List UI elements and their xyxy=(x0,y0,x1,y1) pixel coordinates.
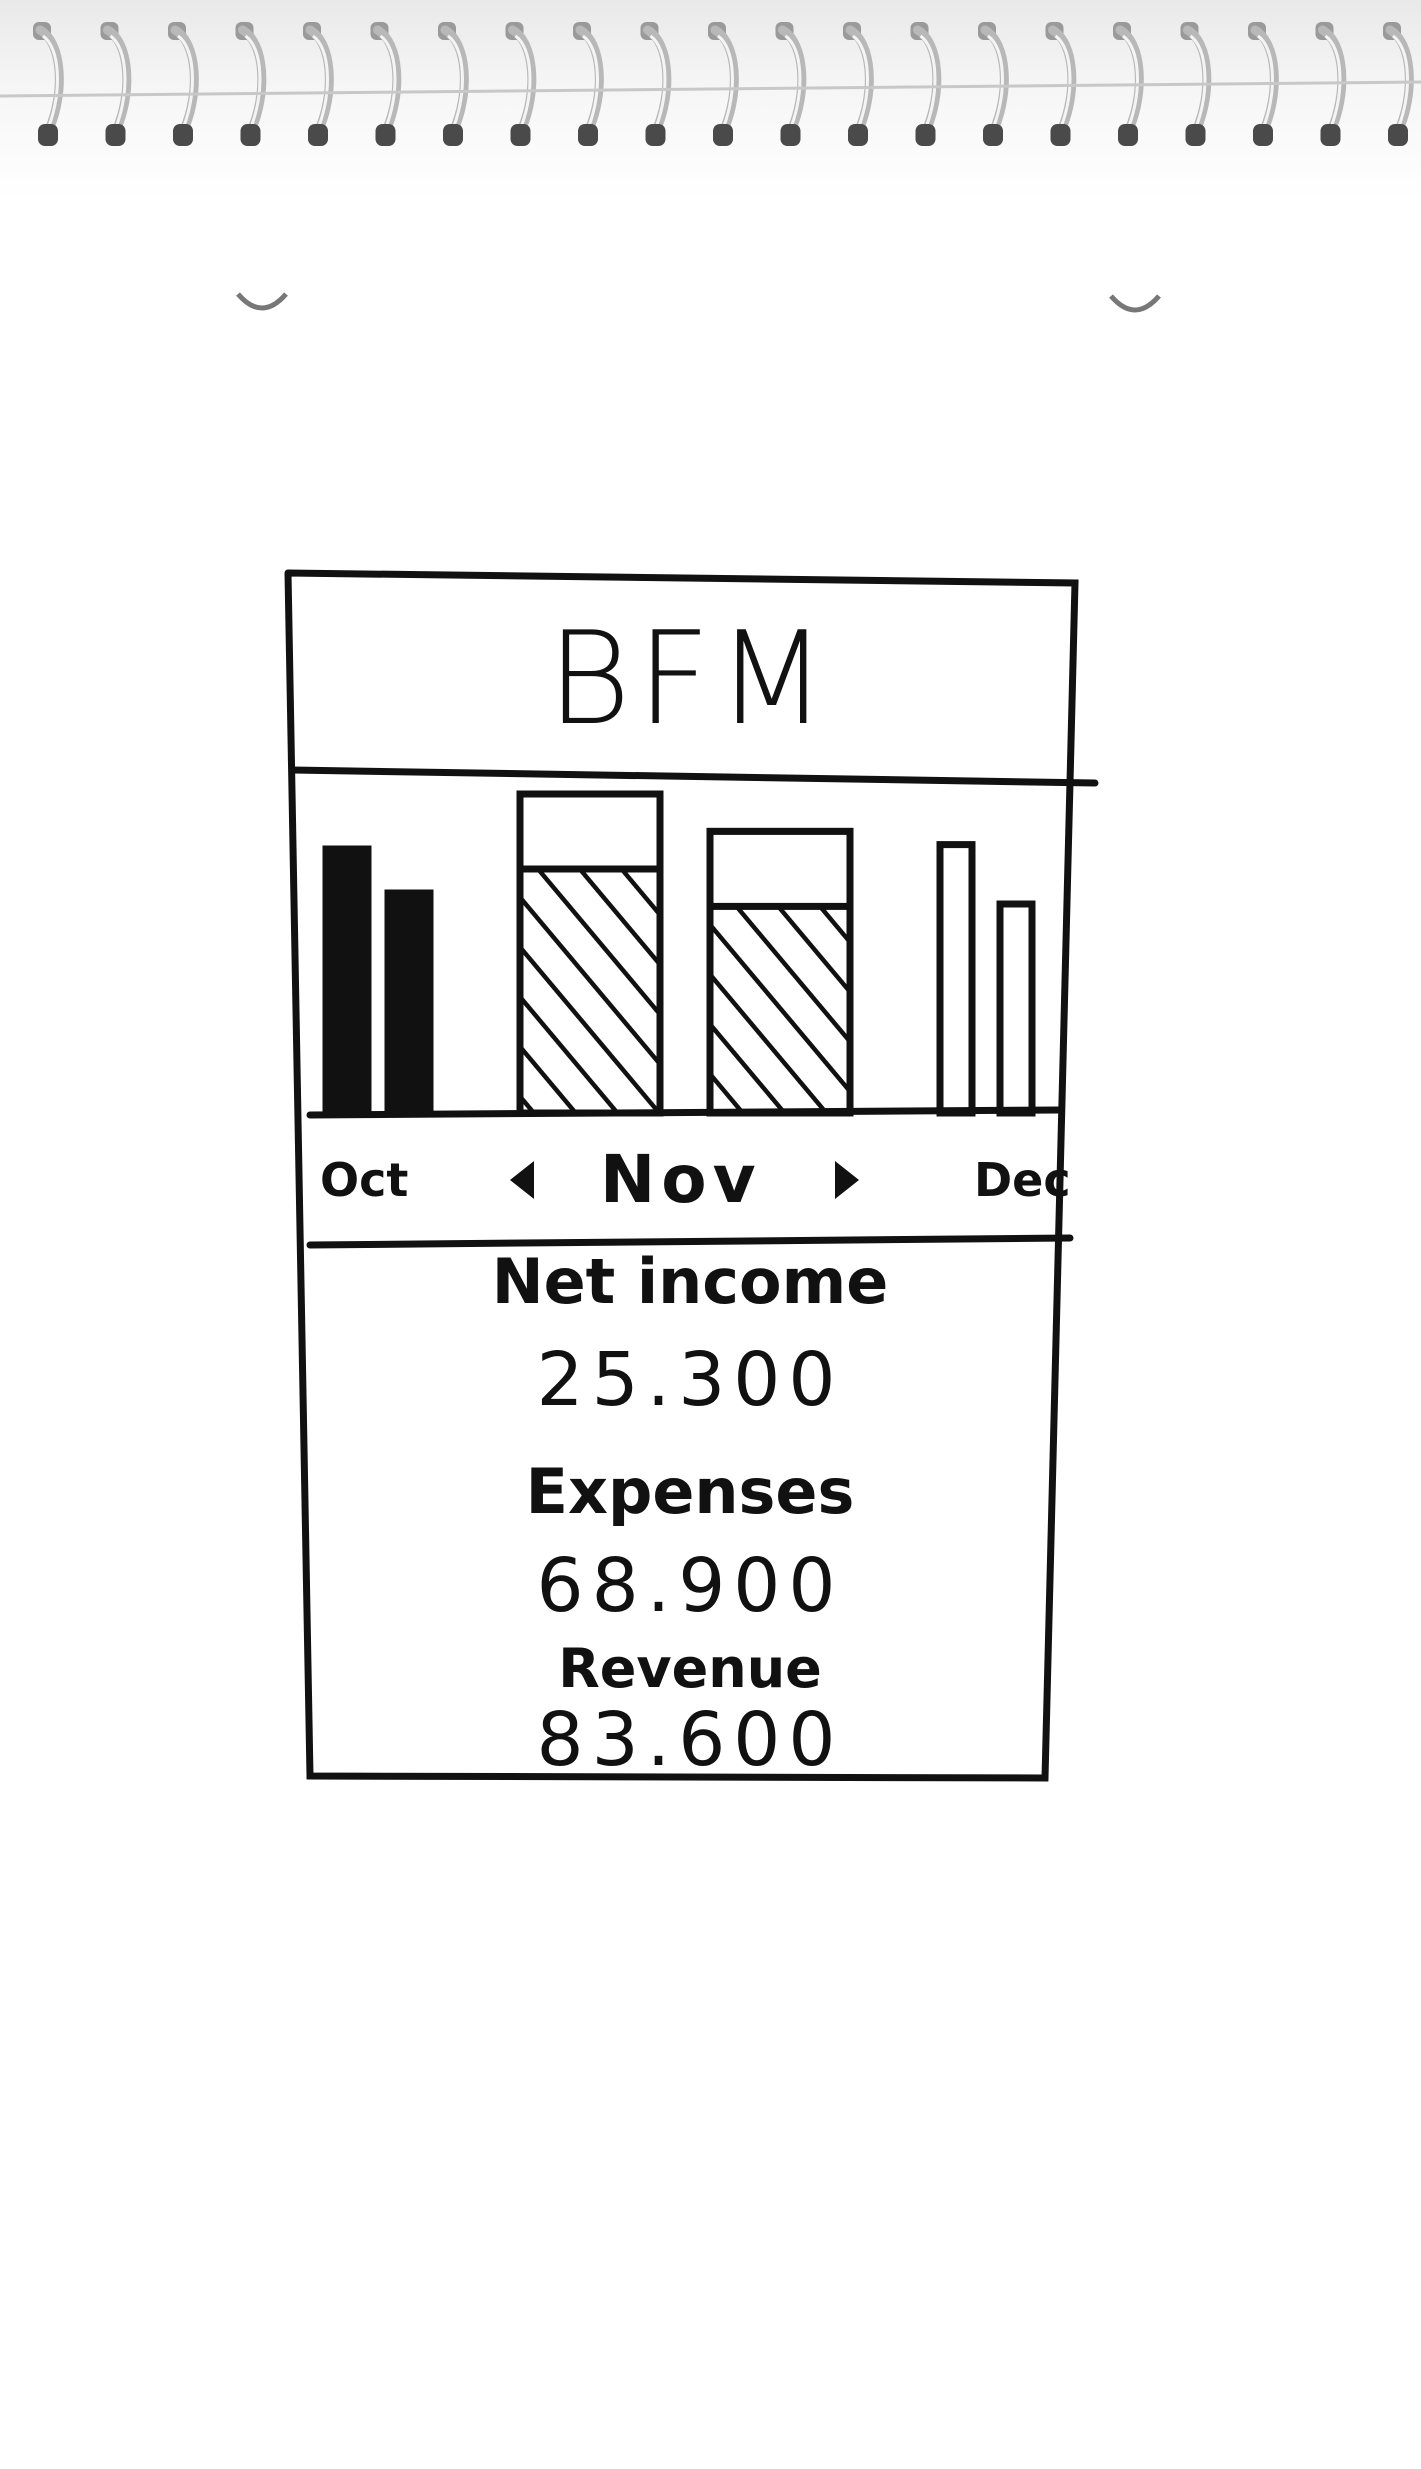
monthly-bar-chart xyxy=(322,790,1036,1117)
net-income-value: 25.300 xyxy=(536,1337,844,1423)
binding-coil xyxy=(978,22,1009,146)
binding-coil xyxy=(573,22,604,146)
binding-coil xyxy=(33,22,64,146)
revenue-label: Revenue xyxy=(558,1637,822,1700)
binding-coil xyxy=(303,22,334,146)
month-label-next[interactable]: Dec xyxy=(974,1153,1071,1207)
previous-month-arrow-icon[interactable] xyxy=(510,1161,534,1199)
net-income-label: Net income xyxy=(491,1245,889,1318)
chart-bar-cap-nov-1 xyxy=(516,790,664,873)
month-label-previous[interactable]: Oct xyxy=(320,1153,409,1207)
phone-frame xyxy=(284,569,1099,1782)
revenue-value: 83.600 xyxy=(536,1697,844,1783)
chart-bar-cap-nov-2 xyxy=(706,827,854,910)
binding-coil xyxy=(1113,22,1144,146)
next-month-arrow-icon[interactable] xyxy=(835,1161,859,1199)
binding-coil xyxy=(505,22,537,146)
binding-coil xyxy=(910,22,942,146)
monthly-summary: Net income 25.300 Expenses 68.900 Revenu… xyxy=(320,1245,1060,1783)
binding-coil xyxy=(843,22,874,146)
punch-hole-right xyxy=(1109,294,1161,313)
binding-coil xyxy=(1315,22,1347,146)
binding-coil xyxy=(1045,22,1077,146)
binding-coil xyxy=(1180,22,1212,146)
binding-coil xyxy=(708,22,739,146)
binding-coil xyxy=(640,22,672,146)
chart-bar-oct-2 xyxy=(384,889,434,1117)
spiral-binding xyxy=(0,0,1421,200)
binding-coil xyxy=(370,22,402,146)
binding-coil xyxy=(168,22,199,146)
punch-hole-left xyxy=(236,292,288,311)
binding-coil xyxy=(1383,22,1414,146)
chart-bar-oct-1 xyxy=(322,845,372,1117)
expenses-value: 68.900 xyxy=(536,1543,844,1629)
chart-bar-dec-1 xyxy=(936,841,976,1117)
phone-sketch: BFM Oct Nov Dec Net income 25.300 Expens… xyxy=(280,565,1100,1785)
binding-coil xyxy=(438,22,469,146)
binding-coil xyxy=(235,22,267,146)
binding-coil xyxy=(1248,22,1279,146)
app-title: BFM xyxy=(547,605,833,754)
expenses-label: Expenses xyxy=(525,1455,855,1528)
binding-coil xyxy=(775,22,807,146)
month-navigator: Oct Nov Dec xyxy=(310,1125,1071,1235)
binding-coil xyxy=(100,22,132,146)
month-label-current: Nov xyxy=(600,1141,762,1218)
binding-edge xyxy=(0,80,1421,98)
chart-bar-dec-2 xyxy=(996,900,1036,1117)
